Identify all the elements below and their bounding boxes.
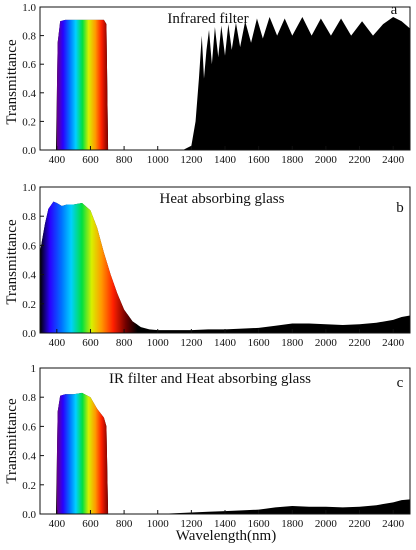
panel-b-title: Heat absorbing glass [160, 191, 285, 207]
panel-c-xtick-label: 1600 [248, 518, 271, 530]
panel-a: 0.0 0.2 0.4 0.6 0.8 1.0 400 600 800 1000 1200 1400 1… [4, 2, 411, 166]
panel-b-xtick-label: 1600 [248, 337, 271, 349]
panel-c-ytick-label: 0.4 [22, 451, 36, 463]
panel-c-ylabel: Transmittance [4, 398, 20, 484]
panel-b-xtick-label: 800 [116, 337, 133, 349]
panel-c-xtick-label: 2000 [315, 518, 338, 530]
panel-b-xtick-label: 1200 [180, 337, 203, 349]
panel-b-xtick-label: 2200 [349, 337, 372, 349]
panel-c-xtick-label: 600 [82, 518, 99, 530]
panel-b-ytick-label: 0.2 [22, 299, 36, 311]
panel-c-ytick-label: 0.2 [22, 480, 36, 492]
panel-b-visible-spectrum-fill [40, 201, 138, 333]
panel-c-visible-spectrum-fill [56, 392, 109, 514]
panel-b-ytick-label: 0.6 [22, 240, 36, 252]
panel-b-xtick-label: 2000 [315, 337, 338, 349]
panel-a-transmittance-area [40, 17, 410, 151]
panel-c-xtick-label: 1400 [214, 518, 237, 530]
panel-b: 0.0 0.2 0.4 0.6 0.8 1.0 400 600 800 1000 1200 1400 1… [4, 182, 411, 349]
panel-a-xtick-label: 2200 [349, 154, 372, 166]
panel-b-ylabel: Transmittance [4, 219, 20, 305]
panel-c-xtick-label: 800 [116, 518, 133, 530]
panel-a-visible-spectrum-fill [56, 19, 109, 150]
panel-c-xtick-label: 1000 [147, 518, 170, 530]
panel-a-ytick-label: 0.8 [22, 31, 36, 43]
panel-b-letter: b [396, 200, 404, 216]
panel-c-xtick-label: 1800 [281, 518, 304, 530]
panel-a-xtick-label: 1800 [281, 154, 304, 166]
panel-b-xtick-label: 1800 [281, 337, 304, 349]
panel-c-letter: c [397, 375, 404, 391]
panel-a-xtick-label: 1600 [248, 154, 271, 166]
panel-b-ytick-label: 0.4 [22, 270, 36, 282]
panel-c-xtick-label: 1200 [180, 518, 203, 530]
panel-a-xtick-label: 2400 [382, 154, 405, 166]
panel-a-ytick-label: 0.4 [22, 88, 36, 100]
panel-c-ytick-label: 0.6 [22, 421, 36, 433]
panel-a-xtick-label: 1400 [214, 154, 237, 166]
panel-a-xtick-label: 400 [49, 154, 66, 166]
panel-b-xtick-label: 1400 [214, 337, 237, 349]
panel-b-xtick-label: 1000 [147, 337, 170, 349]
panel-c-ytick-label: 1 [31, 363, 37, 375]
panel-a-title: Infrared filter [167, 11, 248, 27]
panel-a-xtick-label: 2000 [315, 154, 338, 166]
panel-a-xtick-label: 600 [82, 154, 99, 166]
panel-b-xtick-label: 400 [49, 337, 66, 349]
panel-b-ytick-label: 0.8 [22, 211, 36, 223]
panel-a-xtick-label: 800 [116, 154, 133, 166]
panel-c-ytick-label: 0.8 [22, 392, 36, 404]
panel-c-xtick-label: 2400 [382, 518, 405, 530]
panel-b-ytick-label: 0.0 [22, 328, 36, 340]
panel-a-xtick-label: 1200 [180, 154, 203, 166]
panel-a-ylabel: Transmittance [4, 39, 20, 125]
panel-a-ytick-label: 0.6 [22, 59, 36, 71]
panel-b-xtick-label: 600 [82, 337, 99, 349]
panel-a-xtick-label: 1000 [147, 154, 170, 166]
panel-b-ytick-label: 1.0 [22, 182, 36, 194]
panel-a-ytick-label: 1.0 [22, 2, 36, 14]
x-axis-title: Wavelength(nm) [176, 528, 276, 544]
panel-a-ytick-label: 0.2 [22, 116, 36, 128]
panel-c-title: IR filter and Heat absorbing glass [109, 371, 311, 387]
panel-c-xtick-label: 400 [49, 518, 66, 530]
panel-c-xtick-label: 2200 [349, 518, 372, 530]
panel-a-ytick-label: 0.0 [22, 145, 36, 157]
panel-b-xtick-label: 2400 [382, 337, 405, 349]
panel-c-ytick-label: 0.0 [22, 509, 36, 521]
panel-a-letter: a [391, 2, 398, 18]
